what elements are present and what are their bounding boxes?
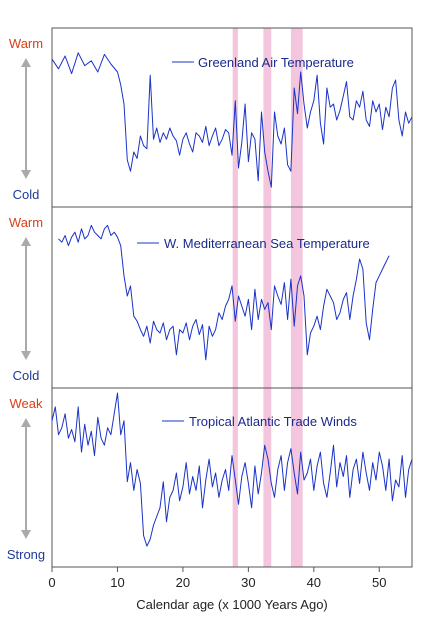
side-label-bottom-2: Cold [13,368,40,383]
range-arrow-down-2 [21,351,31,360]
x-tick-label-2: 10 [110,575,124,590]
x-tick-label-6: 50 [372,575,386,590]
range-arrow-up-1 [21,58,31,67]
side-label-top-2: Warm [9,215,43,230]
side-label-top-3: Weak [10,396,43,411]
panel-labels: Greenland Air Temperature Warm Cold W. Medi… [7,36,370,562]
x-tick-label-3: 20 [176,575,190,590]
series-line-2 [58,224,390,361]
x-tick-label-5: 40 [307,575,321,590]
legend-label-3: Tropical Atlantic Trade Winds [189,414,357,429]
x-axis: 0 10 20 30 40 50 [48,567,387,590]
range-arrow-up-3 [21,418,31,427]
series-lines [51,52,413,547]
legend-label-1: Greenland Air Temperature [198,55,354,70]
plot-frame [51,27,413,568]
range-arrow-down-1 [21,170,31,179]
x-tick-label-4: 30 [241,575,255,590]
highlight-band-1 [232,28,238,567]
range-arrow-up-2 [21,237,31,246]
side-label-bottom-1: Cold [13,187,40,202]
x-tick-label-1: 0 [48,575,55,590]
series-line-3 [51,392,413,547]
side-label-top-1: Warm [9,36,43,51]
series-line-1 [51,52,413,188]
x-axis-label: Calendar age (x 1000 Years Ago) [136,597,328,612]
side-label-bottom-3: Strong [7,547,45,562]
plot-border [51,27,413,568]
legend-label-2: W. Mediterranean Sea Temperature [164,236,370,251]
range-arrow-down-3 [21,530,31,539]
highlight-band-2 [263,28,272,567]
